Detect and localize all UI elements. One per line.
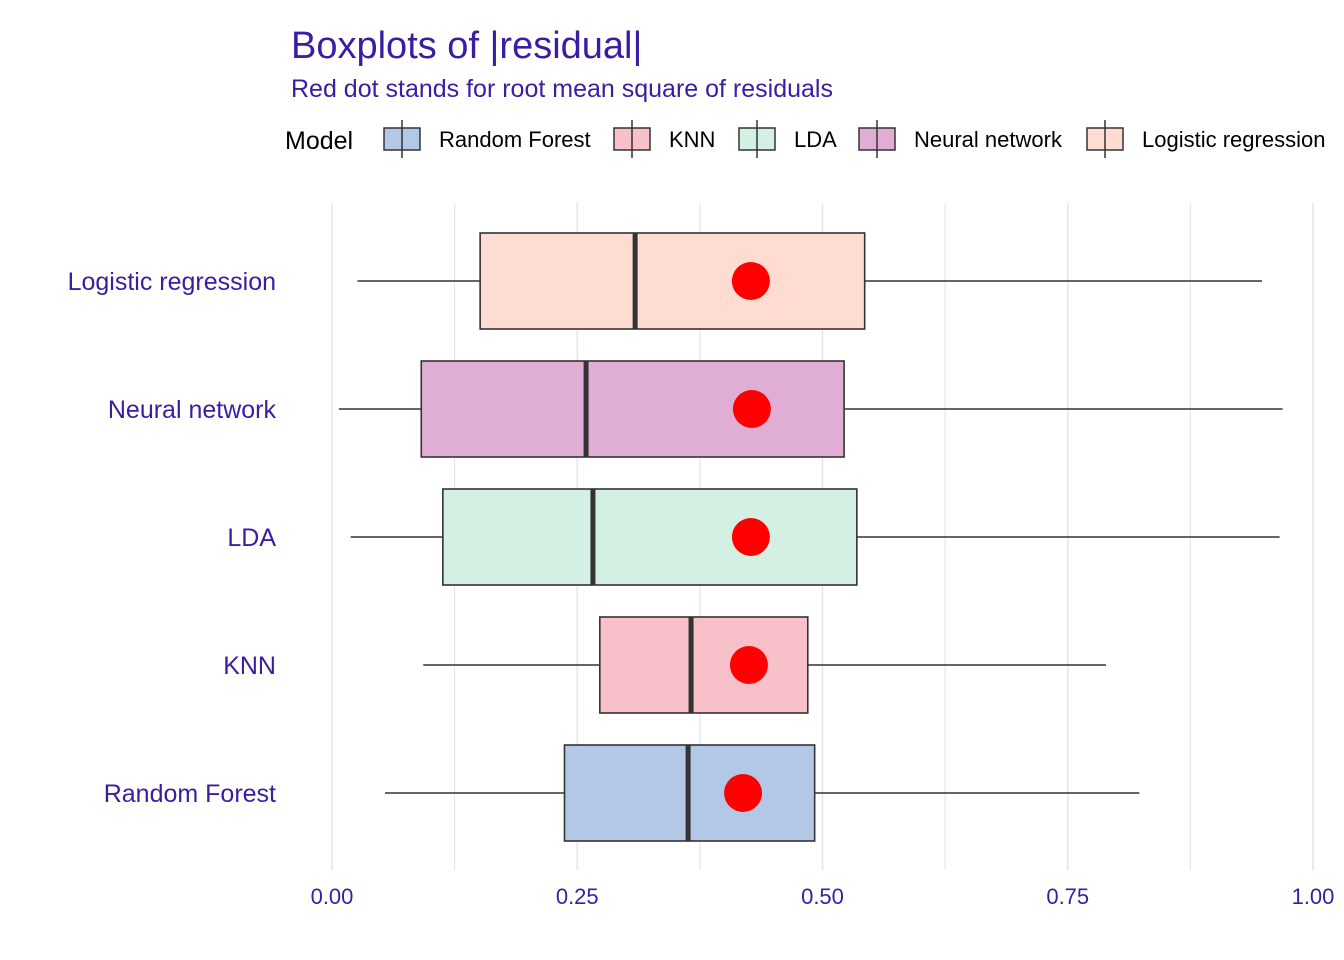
rmse-dot [729, 646, 768, 684]
legend-label: KNN [669, 127, 715, 152]
box-iqr [599, 616, 809, 714]
box-neural-network [338, 360, 1283, 458]
x-tick-label: 1.00 [1292, 884, 1335, 909]
box-knn [423, 616, 1107, 714]
chart-subtitle: Red dot stands for root mean square of r… [291, 75, 833, 103]
box-logistic-regression [357, 232, 1262, 330]
legend-label: Logistic regression [1142, 127, 1325, 152]
legend-label: Random Forest [439, 127, 591, 152]
x-tick-label: 0.75 [1046, 884, 1089, 909]
box-lda [350, 488, 1280, 586]
legend: Model Random Forest KNN LDA Neural network L… [285, 120, 1325, 158]
x-tick-label: 0.25 [556, 884, 599, 909]
legend-title: Model [285, 127, 353, 155]
legend-entry: KNN [613, 120, 715, 158]
box-iqr [442, 488, 858, 586]
legend-entry: Logistic regression [1086, 120, 1325, 158]
box-random-forest [384, 744, 1140, 842]
y-tick-label: Logistic regression [68, 268, 276, 296]
box-iqr [479, 232, 866, 330]
y-tick-label: Random Forest [104, 780, 276, 808]
x-axis: 0.00 0.25 0.50 0.75 1.00 [311, 884, 1335, 909]
y-axis: Logistic regression Neural network LDA KNN R… [68, 268, 277, 808]
legend-entry: Neural network [858, 120, 1063, 158]
legend-entry: Random Forest [383, 120, 591, 158]
legend-label: LDA [794, 127, 837, 152]
boxes [338, 232, 1283, 842]
y-tick-label: LDA [227, 524, 276, 552]
chart-title: Boxplots of |residual| [291, 25, 642, 67]
rmse-dot [731, 518, 770, 556]
rmse-dot [731, 262, 770, 300]
legend-entry: LDA [738, 120, 837, 158]
rmse-dot [724, 774, 763, 812]
legend-label: Neural network [914, 127, 1063, 152]
x-tick-label: 0.50 [801, 884, 844, 909]
x-tick-label: 0.00 [311, 884, 354, 909]
box-iqr [420, 360, 845, 458]
y-tick-label: KNN [223, 652, 276, 680]
rmse-dot [732, 390, 771, 428]
y-tick-label: Neural network [108, 396, 277, 424]
